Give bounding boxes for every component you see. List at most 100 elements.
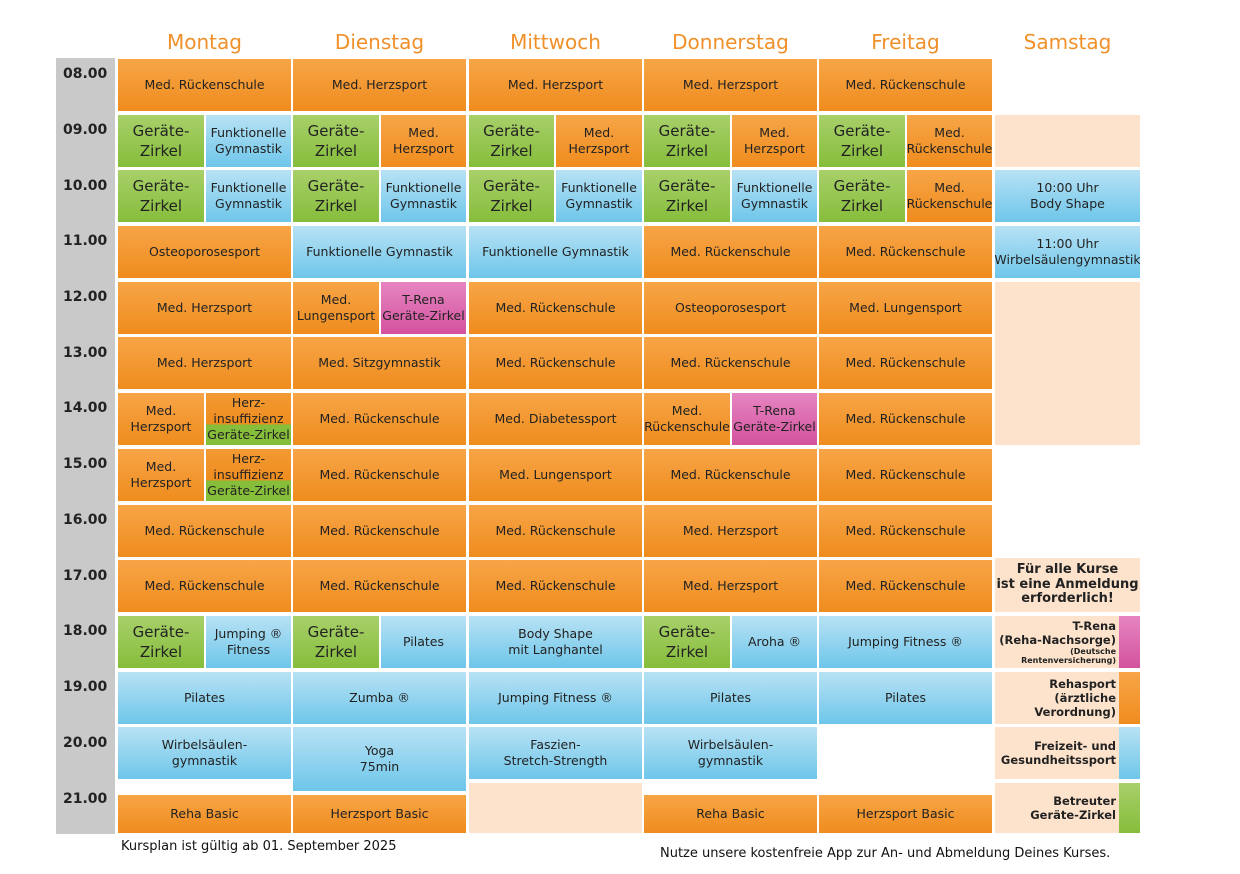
course-cell[interactable]: Med. Herzsport bbox=[644, 59, 817, 111]
course-cell[interactable]: Funktionelle Gymnastik bbox=[556, 170, 642, 222]
course-cell[interactable]: Med. Rückenschule bbox=[819, 337, 992, 389]
course-cell[interactable]: Med. Herzsport bbox=[556, 115, 642, 167]
course-cell[interactable]: Med. Rückenschule bbox=[469, 505, 642, 557]
time-label: 16.00 bbox=[63, 512, 108, 528]
course-cell[interactable]: Med. Rückenschule bbox=[644, 393, 730, 445]
course-cell[interactable]: Med. Herzsport bbox=[118, 282, 291, 334]
course-cell[interactable]: Pilates bbox=[644, 672, 817, 724]
course-cell[interactable]: Med. Herzsport bbox=[644, 505, 817, 557]
course-cell[interactable]: Med. Lungensport bbox=[819, 282, 992, 334]
course-label: Wirbelsäulen- gymnastik bbox=[687, 736, 774, 768]
course-cell[interactable]: Geräte- Zirkel bbox=[118, 616, 204, 668]
course-cell[interactable]: Jumping Fitness ® bbox=[819, 616, 992, 668]
course-cell[interactable]: Med. Rückenschule bbox=[819, 560, 992, 612]
course-cell[interactable]: Med. Rückenschule bbox=[293, 560, 466, 612]
course-cell[interactable]: Med. Rückenschule bbox=[819, 505, 992, 557]
course-cell[interactable]: Med. Rückenschule bbox=[644, 226, 817, 278]
course-cell[interactable]: T-Rena Geräte-Zirkel bbox=[381, 282, 466, 334]
course-cell[interactable]: Aroha ® bbox=[732, 616, 817, 668]
course-cell[interactable]: Geräte- Zirkel bbox=[293, 115, 379, 167]
course-cell[interactable]: Med. Rückenschule bbox=[293, 393, 466, 445]
empty-slot bbox=[469, 783, 642, 833]
course-cell[interactable]: Geräte- Zirkel bbox=[293, 170, 379, 222]
course-cell[interactable]: Funktionelle Gymnastik bbox=[469, 226, 642, 278]
course-cell[interactable]: Med. Rückenschule bbox=[293, 505, 466, 557]
course-cell[interactable]: Wirbelsäulen- gymnastik bbox=[118, 727, 291, 779]
course-cell[interactable]: Wirbelsäulen- gymnastik bbox=[644, 727, 817, 779]
course-label: Herzsport Basic bbox=[330, 805, 429, 821]
course-cell[interactable]: Herzsport Basic bbox=[819, 795, 992, 833]
course-cell[interactable]: Jumping ® Fitness bbox=[206, 616, 291, 668]
course-cell[interactable]: Geräte- Zirkel bbox=[118, 170, 204, 222]
course-cell[interactable]: Med. Herzsport bbox=[293, 59, 466, 111]
course-cell[interactable]: Med. Diabetessport bbox=[469, 393, 642, 445]
course-cell[interactable]: Osteoporosesport bbox=[644, 282, 817, 334]
course-cell[interactable]: Med. Rückenschule bbox=[118, 505, 291, 557]
course-cell[interactable]: Jumping Fitness ® bbox=[469, 672, 642, 724]
time-label: 12.00 bbox=[63, 289, 108, 305]
course-cell[interactable]: Geräte- Zirkel bbox=[819, 170, 905, 222]
course-cell[interactable]: Med. Herzsport bbox=[381, 115, 466, 167]
course-cell[interactable]: Geräte- Zirkel bbox=[469, 115, 554, 167]
course-cell[interactable]: Med. Rückenschule bbox=[118, 59, 291, 111]
course-cell[interactable]: Herzsport Basic bbox=[293, 795, 466, 833]
day-header-montag: Montag bbox=[167, 30, 242, 54]
course-cell[interactable]: Herz- insuffizienz Geräte-Zirkel bbox=[206, 393, 291, 445]
course-cell[interactable]: Med. Rückenschule bbox=[819, 59, 992, 111]
course-cell[interactable]: Med. Rückenschule bbox=[907, 170, 992, 222]
course-cell[interactable]: Med. Herzsport bbox=[644, 560, 817, 612]
course-cell[interactable]: Med. Herzsport bbox=[732, 115, 817, 167]
course-cell[interactable]: 10:00 Uhr Body Shape bbox=[995, 170, 1140, 222]
course-cell[interactable]: Med. Herzsport bbox=[469, 59, 642, 111]
course-cell[interactable]: Med. Lungensport bbox=[293, 282, 379, 334]
course-cell[interactable]: Geräte- Zirkel bbox=[118, 115, 204, 167]
course-cell[interactable]: Herz- insuffizienz Geräte-Zirkel bbox=[206, 449, 291, 501]
course-cell[interactable]: Med. Rückenschule bbox=[819, 393, 992, 445]
course-cell[interactable]: Zumba ® bbox=[293, 672, 466, 724]
course-cell[interactable]: Geräte- Zirkel bbox=[819, 115, 905, 167]
course-cell[interactable]: Reha Basic bbox=[644, 795, 817, 833]
course-cell[interactable]: Funktionelle Gymnastik bbox=[206, 115, 291, 167]
course-cell[interactable]: Med. Sitzgymnastik bbox=[293, 337, 466, 389]
course-cell[interactable]: Med. Rückenschule bbox=[819, 449, 992, 501]
course-cell[interactable]: Med. Rückenschule bbox=[907, 115, 992, 167]
course-cell[interactable]: Reha Basic bbox=[118, 795, 291, 833]
course-cell[interactable]: Funktionelle Gymnastik bbox=[381, 170, 466, 222]
course-label: Geräte- Zirkel bbox=[307, 121, 365, 160]
course-cell[interactable]: Med. Rückenschule bbox=[469, 337, 642, 389]
course-cell[interactable]: Geräte- Zirkel bbox=[644, 616, 730, 668]
course-cell[interactable]: Funktionelle Gymnastik bbox=[293, 226, 466, 278]
course-cell[interactable]: Med. Rückenschule bbox=[469, 282, 642, 334]
course-label: Med. Lungensport bbox=[849, 299, 962, 315]
course-cell[interactable]: Geräte- Zirkel bbox=[293, 616, 379, 668]
course-cell[interactable]: Osteoporosesport bbox=[118, 226, 291, 278]
course-cell[interactable]: Geräte- Zirkel bbox=[644, 115, 730, 167]
course-cell[interactable]: Med. Herzsport bbox=[118, 393, 204, 445]
time-label: 19.00 bbox=[63, 679, 108, 695]
course-label: Med. Rückenschule bbox=[845, 410, 966, 426]
course-cell[interactable]: Funktionelle Gymnastik bbox=[206, 170, 291, 222]
course-cell[interactable]: 11:00 Uhr Wirbelsäulengymnastik bbox=[995, 226, 1140, 278]
course-cell[interactable]: Med. Rückenschule bbox=[644, 449, 817, 501]
course-cell[interactable]: Med. Rückenschule bbox=[293, 449, 466, 501]
course-cell[interactable]: Med. Herzsport bbox=[118, 337, 291, 389]
course-cell[interactable]: T-Rena Geräte-Zirkel bbox=[732, 393, 817, 445]
course-cell[interactable]: Yoga 75min bbox=[293, 727, 466, 791]
course-cell[interactable]: Med. Rückenschule bbox=[118, 560, 291, 612]
course-cell[interactable]: Pilates bbox=[381, 616, 466, 668]
time-label: 08.00 bbox=[63, 66, 108, 82]
course-cell[interactable]: Med. Rückenschule bbox=[644, 337, 817, 389]
course-cell[interactable]: Med. Rückenschule bbox=[819, 226, 992, 278]
course-cell[interactable]: Funktionelle Gymnastik bbox=[732, 170, 817, 222]
course-cell[interactable]: Body Shape mit Langhantel bbox=[469, 616, 642, 668]
course-cell[interactable]: Med. Lungensport bbox=[469, 449, 642, 501]
course-cell[interactable]: Faszien- Stretch-Strength bbox=[469, 727, 642, 779]
course-label: Geräte- Zirkel bbox=[658, 176, 716, 215]
course-cell[interactable]: Pilates bbox=[819, 672, 992, 724]
course-cell[interactable]: Geräte- Zirkel bbox=[644, 170, 730, 222]
course-cell[interactable]: Med. Rückenschule bbox=[469, 560, 642, 612]
course-cell[interactable]: Pilates bbox=[118, 672, 291, 724]
course-label: Med. Rückenschule bbox=[495, 354, 616, 370]
course-cell[interactable]: Geräte- Zirkel bbox=[469, 170, 554, 222]
course-cell[interactable]: Med. Herzsport bbox=[118, 449, 204, 501]
